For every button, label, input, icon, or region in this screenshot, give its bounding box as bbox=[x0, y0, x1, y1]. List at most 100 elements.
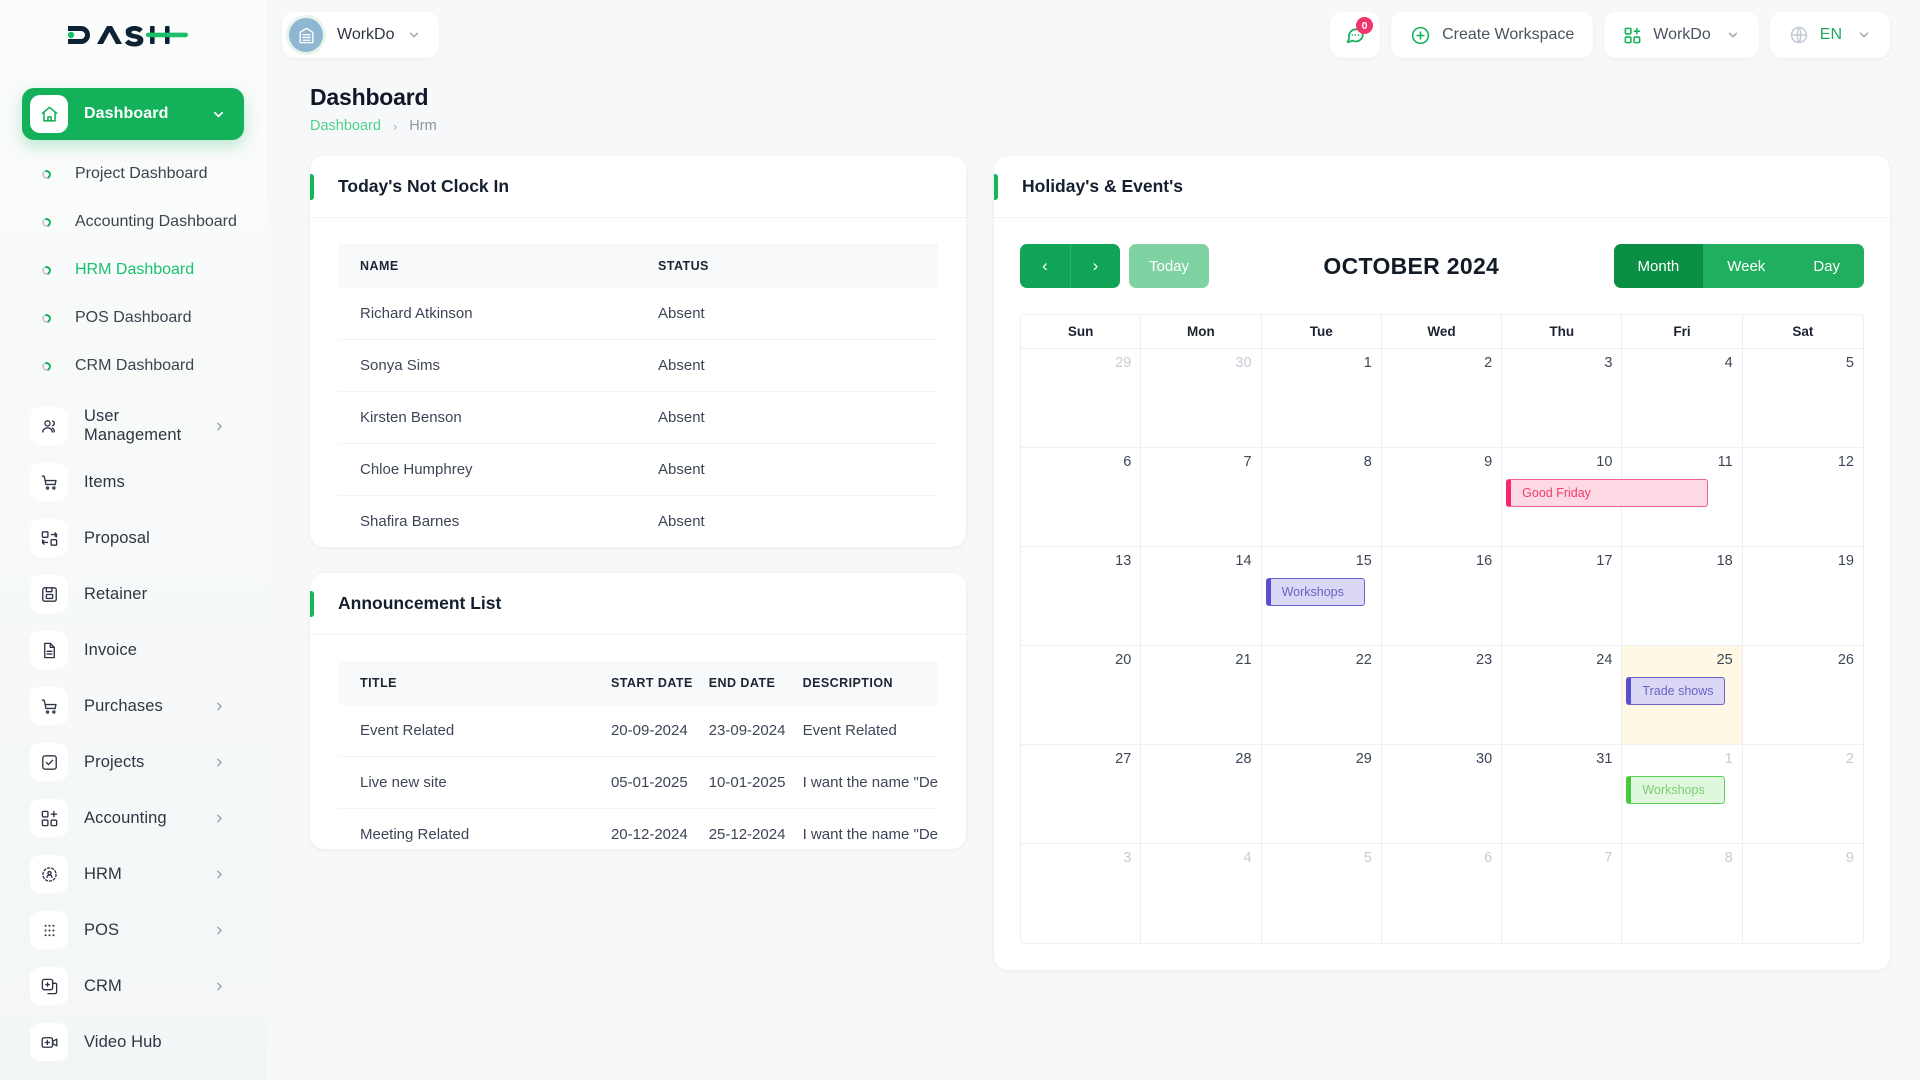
calendar-day-cell[interactable]: 8 bbox=[1261, 448, 1382, 547]
calendar-prev-button[interactable]: ‹ bbox=[1020, 244, 1070, 288]
calendar-day-cell[interactable]: 31 bbox=[1502, 745, 1623, 844]
calendar-day-cell[interactable]: 19 bbox=[1742, 547, 1863, 646]
sidebar-subitem-label: HRM Dashboard bbox=[75, 261, 195, 278]
check-square-icon-wrap bbox=[30, 743, 68, 781]
breadcrumb-root[interactable]: Dashboard bbox=[310, 118, 381, 134]
calendar-day-cell[interactable]: 6 bbox=[1021, 448, 1142, 547]
calendar-view-week[interactable]: Week bbox=[1703, 244, 1790, 288]
calendar-day-cell[interactable]: 2 bbox=[1381, 349, 1503, 448]
breadcrumb-current: Hrm bbox=[409, 118, 437, 134]
calendar-day-cell[interactable]: 18 bbox=[1622, 547, 1743, 646]
sidebar-subitem-hrm-dashboard[interactable]: HRM Dashboard bbox=[22, 246, 244, 294]
chevron-down-icon[interactable] bbox=[211, 107, 226, 122]
chevron-right-icon[interactable] bbox=[213, 700, 226, 713]
sidebar-subitem-crm-dashboard[interactable]: CRM Dashboard bbox=[22, 342, 244, 390]
calendar-day-cell[interactable]: 4 bbox=[1141, 844, 1262, 943]
calendar-day-cell[interactable]: 20 bbox=[1021, 646, 1142, 745]
bullet-icon bbox=[40, 360, 53, 372]
calendar-day-cell[interactable]: 24 bbox=[1502, 646, 1623, 745]
sidebar-subitem-accounting-dashboard[interactable]: Accounting Dashboard bbox=[22, 198, 244, 246]
calendar-day-cell[interactable]: 25 Trade shows bbox=[1622, 646, 1743, 745]
calendar-day-cell[interactable]: 17 bbox=[1502, 547, 1623, 646]
chevron-right-icon[interactable] bbox=[213, 420, 226, 433]
calendar-day-cell[interactable]: 29 bbox=[1021, 349, 1142, 448]
calendar-today-button[interactable]: Today bbox=[1129, 244, 1210, 288]
calendar-event[interactable]: Trade shows bbox=[1626, 677, 1726, 705]
calendar-day-cell[interactable]: 28 bbox=[1141, 745, 1262, 844]
sidebar-item-projects[interactable]: Projects bbox=[22, 736, 244, 788]
language-selector[interactable]: EN bbox=[1769, 12, 1890, 58]
calendar-event[interactable]: Good Friday bbox=[1506, 479, 1709, 507]
announcement-end-date: 23-09-2024 bbox=[708, 705, 803, 757]
calendar-day-cell[interactable]: 13 bbox=[1021, 547, 1142, 646]
calendar-day-cell[interactable]: 27 bbox=[1021, 745, 1142, 844]
workspace-selector[interactable]: WorkDo bbox=[282, 12, 439, 58]
sidebar-item-dashboard[interactable]: Dashboard bbox=[22, 88, 244, 140]
calendar-day-cell[interactable]: 1 bbox=[1261, 349, 1382, 448]
calendar-day-cell[interactable]: 30 bbox=[1141, 349, 1262, 448]
sidebar-item-pos[interactable]: POS bbox=[22, 904, 244, 956]
sidebar-item-purchases[interactable]: Purchases bbox=[22, 680, 244, 732]
calendar-day-cell[interactable]: 16 bbox=[1381, 547, 1503, 646]
calendar-day-cell[interactable]: 1 Workshops bbox=[1622, 745, 1743, 844]
calendar-day-cell[interactable]: 21 bbox=[1141, 646, 1262, 745]
calendar-day-cell[interactable]: 8 bbox=[1622, 844, 1743, 943]
chevron-right-icon[interactable] bbox=[213, 924, 226, 937]
sidebar-item-invoice[interactable]: Invoice bbox=[22, 624, 244, 676]
calendar-day-cell[interactable]: 7 bbox=[1502, 844, 1623, 943]
calendar-day-cell[interactable]: 22 bbox=[1261, 646, 1382, 745]
sidebar-item-hrm[interactable]: HRM bbox=[22, 848, 244, 900]
calendar-card-header: Holiday's & Event's bbox=[994, 156, 1890, 218]
sidebar-item-user-management[interactable]: User Management bbox=[22, 400, 244, 452]
chevron-right-icon[interactable] bbox=[213, 980, 226, 993]
chevron-right-icon[interactable] bbox=[213, 868, 226, 881]
calendar-event[interactable]: Workshops bbox=[1265, 578, 1365, 606]
calendar-day-cell[interactable]: 26 bbox=[1742, 646, 1863, 745]
app-logo[interactable] bbox=[0, 0, 266, 70]
table-row: Shafira Barnes Absent bbox=[338, 496, 938, 548]
workspace-switch-button[interactable]: WorkDo bbox=[1604, 12, 1759, 58]
calendar-day-cell[interactable]: 4 bbox=[1622, 349, 1743, 448]
sidebar-item-retainer[interactable]: Retainer bbox=[22, 568, 244, 620]
calendar-day-cell[interactable]: 23 bbox=[1381, 646, 1503, 745]
calendar-event[interactable]: Workshops bbox=[1626, 776, 1726, 804]
calendar-view-day[interactable]: Day bbox=[1789, 244, 1864, 288]
sidebar-item-video-hub[interactable]: Video Hub bbox=[22, 1016, 244, 1068]
calendar-day-cell[interactable]: 14 bbox=[1141, 547, 1262, 646]
calendar-day-cell[interactable]: 29 bbox=[1261, 745, 1382, 844]
clock-in-table-wrap: NAME STATUS Richard Atkinson Absent Sonya S… bbox=[310, 218, 966, 547]
sidebar-item-crm[interactable]: CRM bbox=[22, 960, 244, 1012]
calendar-day-cell[interactable]: 3 bbox=[1021, 844, 1142, 943]
calendar-day-cell[interactable]: 5 bbox=[1261, 844, 1382, 943]
chevron-right-icon[interactable] bbox=[213, 812, 226, 825]
calendar-day-cell[interactable]: 15 Workshops bbox=[1261, 547, 1382, 646]
calendar-next-button[interactable]: › bbox=[1070, 244, 1120, 288]
calendar-view-month[interactable]: Month bbox=[1613, 244, 1704, 288]
column-header: END DATE bbox=[708, 661, 803, 705]
sidebar-item-items[interactable]: Items bbox=[22, 456, 244, 508]
calendar-day-cell[interactable]: 9 bbox=[1742, 844, 1863, 943]
calendar-day-cell[interactable]: 10 Good Friday bbox=[1502, 448, 1709, 547]
sidebar-item-accounting[interactable]: Accounting bbox=[22, 792, 244, 844]
calendar-day-cell[interactable]: 5 bbox=[1742, 349, 1863, 448]
calendar-day-cell[interactable]: 9 bbox=[1381, 448, 1503, 547]
calendar-day-cell[interactable]: 2 bbox=[1742, 745, 1863, 844]
calendar-day-cell[interactable]: 12 bbox=[1742, 448, 1863, 547]
calendar-day-cell[interactable]: 7 bbox=[1141, 448, 1262, 547]
chevron-down-icon bbox=[1726, 28, 1740, 42]
sidebar-subitem-pos-dashboard[interactable]: POS Dashboard bbox=[22, 294, 244, 342]
calendar-day-number: 12 bbox=[1837, 454, 1854, 470]
calendar-day-cell[interactable]: 30 bbox=[1381, 745, 1503, 844]
announcement-start-date: 05-01-2025 bbox=[610, 756, 709, 809]
create-workspace-button[interactable]: Create Workspace bbox=[1391, 12, 1594, 58]
workspace-name: WorkDo bbox=[337, 26, 395, 43]
chat-button[interactable]: 0 bbox=[1330, 12, 1381, 58]
sidebar-item-proposal[interactable]: Proposal bbox=[22, 512, 244, 564]
sidebar-subitem-label: Accounting Dashboard bbox=[75, 213, 237, 230]
calendar-day-cell[interactable]: 3 bbox=[1502, 349, 1623, 448]
sidebar-item-label: Accounting bbox=[84, 808, 167, 827]
chevron-right-icon[interactable] bbox=[213, 756, 226, 769]
sidebar-subitem-project-dashboard[interactable]: Project Dashboard bbox=[22, 150, 244, 198]
calendar-day-cell[interactable]: 6 bbox=[1381, 844, 1503, 943]
